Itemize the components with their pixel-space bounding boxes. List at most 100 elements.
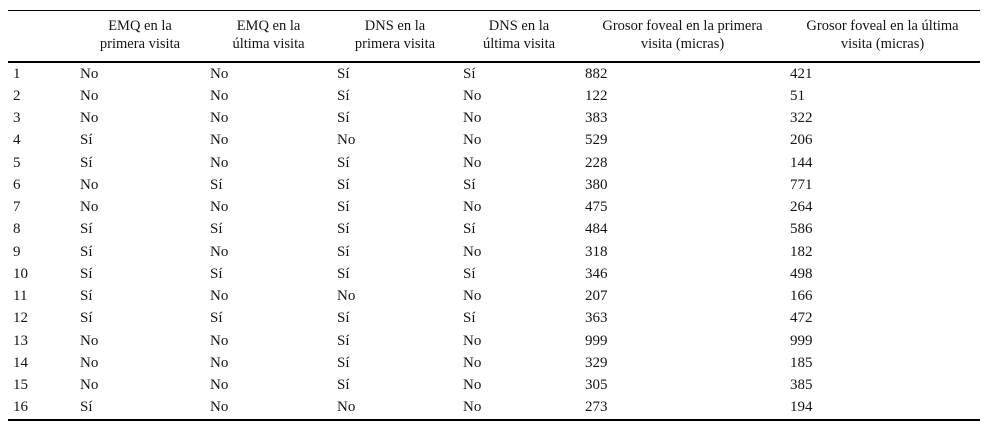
value-cell: Sí bbox=[463, 176, 476, 193]
table-row: 13 No No Sí No 999 999 bbox=[8, 330, 980, 352]
value-cell: Sí bbox=[337, 332, 350, 349]
table-container: EMQ en la primera visita EMQ en la últim… bbox=[8, 10, 980, 421]
value-cell: No bbox=[80, 87, 99, 104]
value-cell: 322 bbox=[790, 110, 813, 127]
row-number-cell: 1 bbox=[13, 65, 21, 82]
header-row: EMQ en la primera visita EMQ en la últim… bbox=[8, 11, 980, 63]
header-label: visita (micras) bbox=[640, 36, 725, 52]
value-cell: 380 bbox=[585, 176, 608, 193]
table-row: 10 Sí Sí Sí Sí 346 498 bbox=[8, 263, 980, 285]
value-cell: 228 bbox=[585, 154, 608, 171]
value-cell: No bbox=[210, 377, 229, 394]
header-label: EMQ en la bbox=[108, 18, 172, 34]
value-cell: No bbox=[463, 87, 482, 104]
value-cell: 346 bbox=[585, 265, 608, 282]
value-cell: No bbox=[210, 154, 229, 171]
header-label: visita (micras) bbox=[840, 36, 925, 52]
value-cell: Sí bbox=[210, 176, 223, 193]
value-cell: No bbox=[337, 288, 356, 305]
value-cell: 166 bbox=[790, 288, 813, 305]
value-cell: No bbox=[80, 332, 99, 349]
row-number-cell: 5 bbox=[13, 154, 21, 171]
value-cell: No bbox=[337, 132, 356, 149]
value-cell: 586 bbox=[790, 221, 813, 238]
table-row: 3 No No Sí No 383 322 bbox=[8, 108, 980, 130]
value-cell: Sí bbox=[80, 243, 93, 260]
patient-visits-table: EMQ en la primera visita EMQ en la últim… bbox=[8, 10, 980, 421]
table-row: 12 Sí Sí Sí Sí 363 472 bbox=[8, 308, 980, 330]
value-cell: 475 bbox=[585, 199, 608, 216]
value-cell: Sí bbox=[80, 310, 93, 327]
table-row: 11 Sí No No No 207 166 bbox=[8, 286, 980, 308]
value-cell: Sí bbox=[337, 354, 350, 371]
row-number-cell: 8 bbox=[13, 221, 21, 238]
value-cell: Sí bbox=[337, 221, 350, 238]
value-cell: Sí bbox=[80, 265, 93, 282]
row-number-cell: 3 bbox=[13, 110, 21, 127]
header-label: primera visita bbox=[99, 36, 181, 52]
value-cell: 273 bbox=[585, 399, 608, 416]
header-label: Grosor foveal en la primera bbox=[602, 18, 763, 34]
value-cell: Sí bbox=[463, 310, 476, 327]
table-row: 8 Sí Sí Sí Sí 484 586 bbox=[8, 219, 980, 241]
table-row: 15 No No Sí No 305 385 bbox=[8, 375, 980, 397]
row-number-cell: 4 bbox=[13, 132, 21, 149]
table-row: 1 No No Sí Sí 882 421 bbox=[8, 62, 980, 85]
header-label: primera visita bbox=[354, 36, 436, 52]
value-cell: 882 bbox=[585, 65, 608, 82]
value-cell: No bbox=[210, 132, 229, 149]
value-cell: Sí bbox=[463, 65, 476, 82]
row-number-cell: 12 bbox=[13, 310, 28, 327]
value-cell: No bbox=[463, 110, 482, 127]
table-header: EMQ en la primera visita EMQ en la últim… bbox=[8, 11, 980, 63]
value-cell: 264 bbox=[790, 199, 813, 216]
row-number-cell: 2 bbox=[13, 87, 21, 104]
row-number-cell: 15 bbox=[13, 377, 28, 394]
table-row: 9 Sí No Sí No 318 182 bbox=[8, 241, 980, 263]
column-header-grosor-ultima-visita: Grosor foveal en la última visita (micra… bbox=[785, 11, 980, 63]
table-row: 4 Sí No No No 529 206 bbox=[8, 130, 980, 152]
value-cell: No bbox=[210, 399, 229, 416]
value-cell: No bbox=[463, 132, 482, 149]
value-cell: 206 bbox=[790, 132, 813, 149]
value-cell: No bbox=[210, 199, 229, 216]
value-cell: No bbox=[463, 154, 482, 171]
value-cell: 385 bbox=[790, 377, 813, 394]
column-header-dns-primera-visita: DNS en la primera visita bbox=[332, 11, 458, 63]
value-cell: 329 bbox=[585, 354, 608, 371]
value-cell: Sí bbox=[463, 265, 476, 282]
row-number-cell: 7 bbox=[13, 199, 21, 216]
value-cell: Sí bbox=[337, 310, 350, 327]
value-cell: Sí bbox=[463, 221, 476, 238]
column-header-emq-ultima-visita: EMQ en la última visita bbox=[205, 11, 332, 63]
value-cell: 999 bbox=[585, 332, 608, 349]
value-cell: 318 bbox=[585, 243, 608, 260]
value-cell: No bbox=[80, 199, 99, 216]
value-cell: No bbox=[210, 243, 229, 260]
value-cell: 207 bbox=[585, 288, 608, 305]
table-row: 2 No No Sí No 122 51 bbox=[8, 85, 980, 107]
row-number-cell: 10 bbox=[13, 265, 28, 282]
value-cell: No bbox=[463, 288, 482, 305]
row-number-cell: 13 bbox=[13, 332, 28, 349]
value-cell: 122 bbox=[585, 87, 608, 104]
value-cell: No bbox=[463, 377, 482, 394]
header-label: EMQ en la bbox=[236, 18, 301, 34]
value-cell: Sí bbox=[337, 265, 350, 282]
row-number-cell: 11 bbox=[13, 288, 28, 305]
value-cell: No bbox=[210, 65, 229, 82]
value-cell: Sí bbox=[337, 110, 350, 127]
value-cell: Sí bbox=[80, 221, 93, 238]
row-number-cell: 6 bbox=[13, 176, 21, 193]
value-cell: 363 bbox=[585, 310, 608, 327]
value-cell: 472 bbox=[790, 310, 813, 327]
value-cell: 498 bbox=[790, 265, 813, 282]
value-cell: No bbox=[80, 176, 99, 193]
table-row: 6 No Sí Sí Sí 380 771 bbox=[8, 174, 980, 196]
value-cell: Sí bbox=[80, 132, 93, 149]
value-cell: No bbox=[337, 399, 356, 416]
value-cell: 421 bbox=[790, 65, 813, 82]
row-number-cell: 14 bbox=[13, 354, 28, 371]
value-cell: 529 bbox=[585, 132, 608, 149]
header-label: DNS en la bbox=[364, 18, 426, 34]
